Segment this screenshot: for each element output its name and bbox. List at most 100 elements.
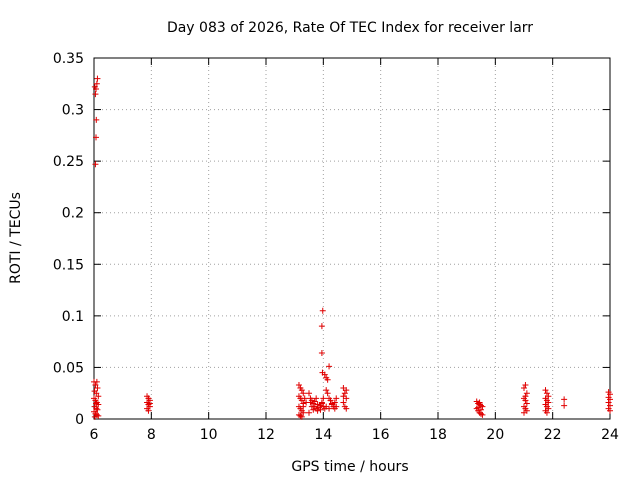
x-tick-label: 8 <box>147 427 156 443</box>
data-point <box>321 371 328 378</box>
data-point <box>542 387 549 394</box>
data-point <box>300 403 307 410</box>
data-point <box>92 381 99 388</box>
data-point <box>145 407 152 414</box>
x-tick-label: 16 <box>372 427 390 443</box>
data-point <box>314 407 321 414</box>
data-point <box>91 83 98 90</box>
data-point <box>341 390 348 397</box>
x-tick-label: 24 <box>601 427 619 443</box>
x-tick-label: 6 <box>90 427 99 443</box>
data-points <box>91 75 613 420</box>
y-tick-label: 0.05 <box>53 360 84 376</box>
data-point <box>318 323 325 330</box>
data-point <box>94 385 101 392</box>
data-point <box>93 134 100 141</box>
data-point <box>94 75 101 82</box>
data-point <box>93 378 100 385</box>
data-point <box>323 387 330 394</box>
data-point <box>327 397 334 404</box>
data-point <box>318 400 325 407</box>
data-point <box>93 405 100 412</box>
data-point <box>92 91 99 98</box>
data-point <box>522 381 529 388</box>
data-point <box>317 406 324 413</box>
y-tick-label: 0.35 <box>53 51 84 67</box>
y-axis-ticks: 0 0.05 0.1 0.15 0.2 0.25 0.3 0.35 <box>53 51 610 428</box>
x-tick-label: 12 <box>257 427 275 443</box>
data-point <box>478 406 484 413</box>
data-point <box>333 395 340 402</box>
data-point <box>605 399 612 406</box>
data-point <box>297 412 304 419</box>
y-tick-label: 0.25 <box>53 154 84 170</box>
x-axis-ticks: 6 8 10 12 14 16 18 20 22 24 <box>90 58 619 443</box>
data-point <box>300 409 307 416</box>
data-point <box>306 409 312 416</box>
data-point <box>561 396 568 403</box>
data-point <box>340 399 347 406</box>
data-point <box>607 396 613 403</box>
y-tick-label: 0.3 <box>62 103 84 119</box>
data-point <box>343 387 350 394</box>
data-point <box>607 402 613 409</box>
data-point <box>543 409 550 416</box>
data-point <box>521 385 527 392</box>
data-point <box>91 413 98 420</box>
data-point <box>333 403 340 410</box>
data-point <box>522 393 529 400</box>
data-point <box>95 412 102 419</box>
data-point <box>521 409 527 416</box>
data-point <box>300 390 307 397</box>
data-point <box>295 381 302 388</box>
data-point <box>92 161 99 168</box>
data-point <box>607 391 613 398</box>
chart-title: Day 083 of 2026, Rate Of TEC Index for r… <box>167 20 533 36</box>
data-point <box>93 390 100 397</box>
data-point <box>324 376 331 383</box>
data-point <box>324 390 331 397</box>
data-point <box>607 407 613 414</box>
data-point <box>523 400 530 407</box>
data-point <box>93 80 100 87</box>
data-point <box>543 390 550 397</box>
data-point <box>308 403 315 410</box>
y-tick-label: 0.1 <box>62 309 84 325</box>
data-point <box>523 390 530 397</box>
data-point <box>479 411 486 418</box>
data-point <box>326 363 333 370</box>
x-tick-label: 18 <box>429 427 447 443</box>
data-point <box>326 405 333 412</box>
data-point <box>146 400 153 407</box>
data-point <box>479 403 486 410</box>
data-point <box>93 400 100 407</box>
data-point <box>320 395 327 402</box>
x-tick-label: 10 <box>200 427 218 443</box>
y-tick-label: 0.2 <box>62 206 84 222</box>
grid-lines <box>94 58 610 419</box>
data-point <box>340 393 347 400</box>
data-point <box>298 413 305 420</box>
data-point <box>311 398 318 405</box>
data-point <box>561 402 568 409</box>
data-point <box>94 406 101 413</box>
plot-frame <box>93 57 611 420</box>
data-point <box>314 401 321 408</box>
data-point <box>298 387 305 394</box>
data-point <box>306 390 312 397</box>
y-tick-label: 0 <box>75 412 84 428</box>
y-axis-label: ROTI / TECUs <box>8 192 24 284</box>
data-point <box>93 116 100 123</box>
data-point <box>476 399 483 406</box>
x-tick-label: 20 <box>486 427 504 443</box>
y-tick-label: 0.15 <box>53 257 84 273</box>
data-point <box>313 395 320 402</box>
data-point <box>301 395 308 402</box>
data-point <box>343 405 350 412</box>
data-point <box>307 399 314 406</box>
data-point <box>331 399 338 406</box>
x-tick-label: 22 <box>544 427 562 443</box>
x-axis-label: GPS time / hours <box>291 459 408 475</box>
x-tick-label: 14 <box>314 427 332 443</box>
